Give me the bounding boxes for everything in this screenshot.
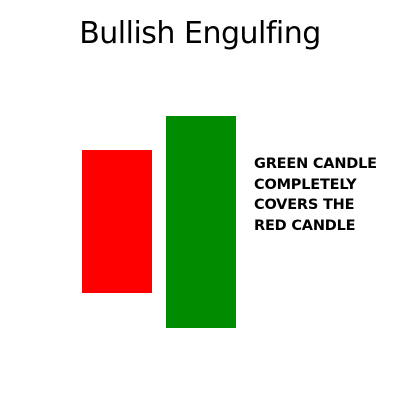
green-candle <box>166 116 236 328</box>
annotation-line: GREEN CANDLE <box>254 156 377 172</box>
diagram-title: Bullish Engulfing <box>79 16 321 51</box>
annotation-line: COMPLETELY <box>254 176 357 193</box>
annotation-text: GREEN CANDLE COMPLETELY COVERS THE RED C… <box>254 154 394 236</box>
annotation-line: COVERS THE <box>254 197 355 213</box>
annotation-line: RED CANDLE <box>254 217 356 234</box>
red-candle <box>82 150 152 293</box>
